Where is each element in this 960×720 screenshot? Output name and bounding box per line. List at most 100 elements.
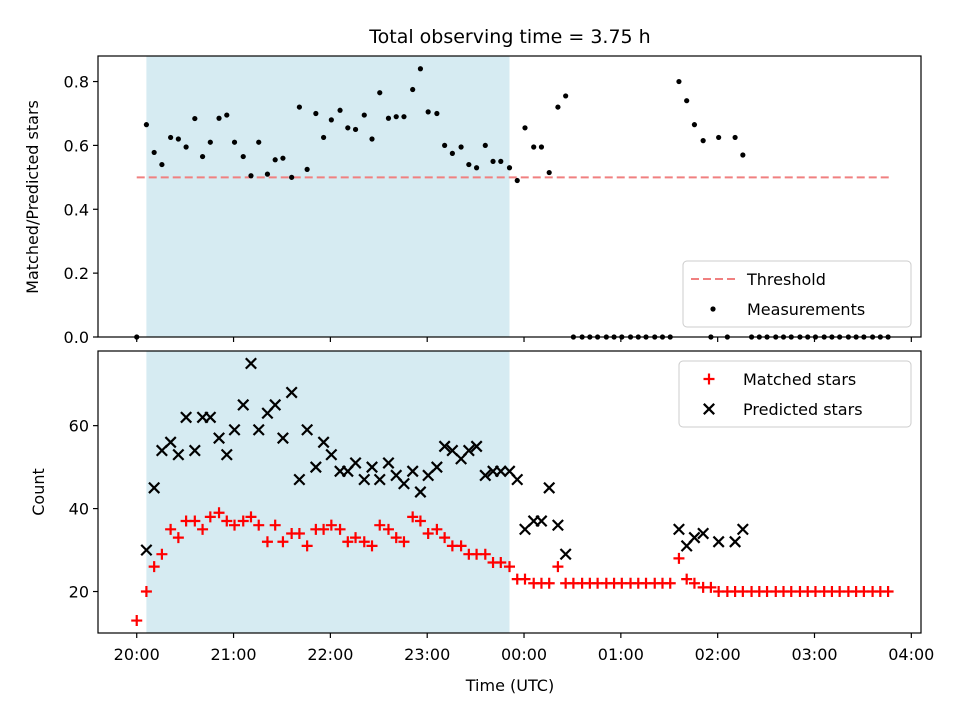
top-point-measurements-20	[296, 104, 302, 110]
bottom-x-tick-label-4: 00:00	[501, 645, 547, 664]
bottom-point-predicted-stars-40	[462, 444, 475, 457]
bottom-point-matched-stars-52	[552, 561, 564, 573]
top-point-measurements-70	[700, 138, 706, 144]
bottom-point-matched-stars-33	[398, 536, 410, 548]
bottom-point-predicted-stars-0	[140, 544, 153, 557]
bottom-point-matched-stars-7	[189, 515, 201, 527]
bottom-point-matched-stars-38	[439, 532, 451, 544]
bottom-x-tick-label-5: 01:00	[598, 645, 644, 664]
top-point-measurements-16	[264, 171, 271, 177]
bottom-axes-frame	[97, 350, 922, 634]
bottom-y-tick-label-2: 60	[69, 417, 89, 436]
bottom-point-predicted-stars-16	[269, 398, 282, 411]
top-point-measurements-37	[434, 110, 440, 117]
top-point-measurements-33	[401, 114, 407, 120]
bottom-point-matched-stars-93	[882, 586, 894, 598]
top-point-measurements-50	[538, 144, 545, 150]
bottom-point-predicted-stars-53	[672, 523, 685, 536]
bottom-point-predicted-stars-17	[276, 432, 289, 445]
top-point-measurements-75	[740, 152, 746, 158]
top-point-measurements-1	[143, 122, 150, 128]
top-point-measurements-30	[377, 90, 383, 96]
bottom-point-predicted-stars-12	[237, 398, 250, 411]
top-y-tick-label-3: 0.6	[64, 136, 89, 155]
top-point-measurements-5	[175, 136, 181, 142]
top-point-measurements-3	[159, 161, 165, 168]
top-point-measurements-21	[304, 166, 310, 172]
top-point-measurements-29	[369, 136, 375, 142]
bottom-point-matched-stars-67	[673, 552, 685, 564]
top-legend-marker-1	[710, 306, 716, 312]
bottom-point-predicted-stars-21	[309, 461, 322, 474]
top-point-measurements-40	[458, 144, 464, 150]
top-point-measurements-19	[289, 174, 295, 180]
top-legend-label-1: Measurements	[747, 300, 865, 319]
bottom-point-predicted-stars-11	[228, 423, 241, 436]
bottom-point-predicted-stars-49	[535, 515, 548, 528]
top-point-measurements-41	[466, 161, 472, 168]
bottom-point-predicted-stars-56	[697, 527, 710, 540]
bottom-point-matched-stars-71	[705, 581, 717, 593]
bottom-point-predicted-stars-1	[148, 481, 161, 494]
bottom-point-matched-stars-46	[504, 561, 515, 573]
top-point-measurements-11	[224, 112, 230, 118]
bottom-point-predicted-stars-5	[180, 411, 193, 424]
bottom-point-predicted-stars-26	[349, 456, 362, 469]
bottom-point-predicted-stars-9	[213, 432, 226, 445]
bottom-point-matched-stars-68	[681, 573, 693, 585]
bottom-legend: Matched stars Predicted stars	[678, 360, 912, 428]
bottom-point-predicted-stars-28	[366, 461, 378, 474]
bottom-point-matched-stars-34	[407, 511, 419, 523]
top-shaded-span	[146, 56, 510, 337]
bottom-point-matched-stars-31	[382, 523, 394, 535]
bottom-point-matched-stars-3	[156, 548, 168, 560]
bottom-x-tick-label-8: 04:00	[888, 645, 934, 664]
top-point-measurements-24	[328, 117, 334, 123]
bottom-legend-marker-0	[703, 373, 715, 385]
bottom-y-tick-label-1: 40	[69, 500, 89, 519]
top-point-measurements-68	[684, 98, 690, 104]
top-point-measurements-10	[216, 115, 222, 121]
bottom-point-matched-stars-40	[455, 540, 467, 552]
bottom-point-predicted-stars-52	[559, 548, 572, 561]
top-point-measurements-74	[732, 134, 738, 141]
bottom-point-predicted-stars-34	[414, 486, 427, 498]
top-point-measurements-34	[410, 86, 416, 93]
bottom-point-predicted-stars-55	[688, 531, 701, 544]
top-point-measurements-46	[506, 165, 513, 171]
bottom-point-predicted-stars-20	[301, 423, 314, 436]
top-point-measurements-72	[716, 134, 722, 141]
bottom-point-matched-stars-23	[318, 523, 330, 535]
bottom-legend-box	[678, 360, 912, 428]
bottom-series-1	[140, 357, 749, 561]
bottom-point-predicted-stars-3	[164, 436, 177, 449]
bottom-series-0	[131, 507, 894, 627]
top-point-measurements-27	[352, 126, 359, 133]
top-legend-label-0: Threshold	[746, 270, 826, 289]
bottom-point-matched-stars-1	[140, 586, 152, 598]
bottom-x-tick-label-0: 20:00	[114, 645, 160, 664]
top-point-measurements-67	[676, 78, 682, 85]
top-point-measurements-8	[199, 153, 206, 160]
bottom-point-predicted-stars-32	[397, 477, 410, 490]
bottom-point-matched-stars-20	[293, 527, 305, 539]
top-point-measurements-9	[207, 139, 213, 145]
top-point-measurements-13	[240, 153, 246, 160]
top-legend-box	[682, 260, 912, 328]
bottom-point-matched-stars-48	[519, 573, 531, 585]
top-point-measurements-26	[345, 125, 351, 131]
bottom-point-matched-stars-26	[342, 536, 354, 548]
bottom-point-matched-stars-16	[261, 536, 273, 548]
bottom-point-matched-stars-36	[422, 527, 434, 539]
bottom-point-predicted-stars-27	[358, 473, 371, 486]
bottom-shaded-span	[146, 351, 510, 633]
top-point-measurements-35	[417, 66, 424, 72]
bottom-point-matched-stars-32	[390, 532, 402, 544]
bottom-x-tick-label-2: 22:00	[307, 645, 353, 664]
bottom-point-predicted-stars-58	[729, 535, 742, 548]
bottom-point-predicted-stars-57	[712, 535, 725, 548]
top-y-tick-label-4: 0.8	[64, 73, 89, 92]
top-point-measurements-47	[514, 177, 520, 184]
bottom-point-predicted-stars-14	[252, 423, 265, 436]
top-y-tick-label-2: 0.4	[64, 200, 89, 219]
